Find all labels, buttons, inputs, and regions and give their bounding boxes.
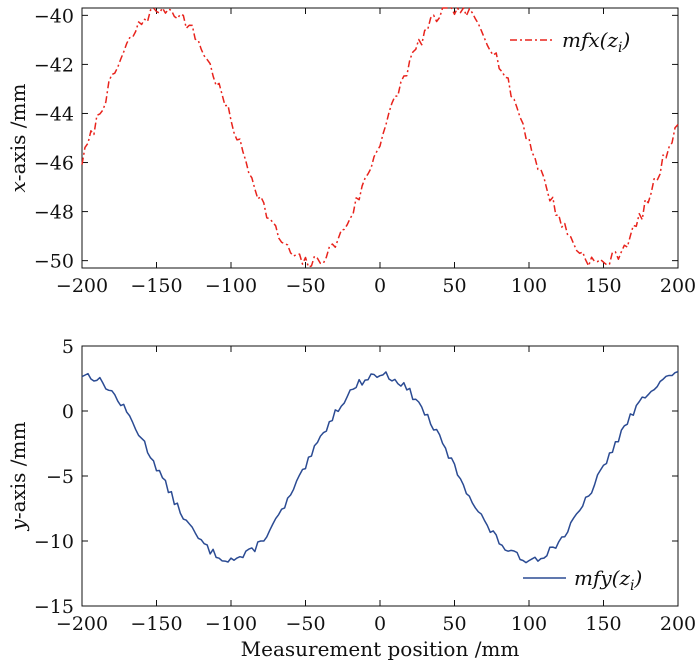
top-series-line <box>81 7 679 268</box>
bottom-y-tick-label: −10 <box>34 531 74 553</box>
bottom-x-tick-label: 0 <box>374 613 386 635</box>
top-x-tick-label: −50 <box>285 275 325 297</box>
bottom-series-line <box>81 370 679 564</box>
top-x-tick-label: −100 <box>205 275 257 297</box>
top-y-tick-label: −44 <box>34 103 74 125</box>
top-series-group <box>81 7 679 268</box>
top-x-tick-label: 150 <box>585 275 621 297</box>
bottom-series-group <box>81 370 679 564</box>
bottom-y-tick-label: −15 <box>34 596 74 618</box>
top-x-tick-label: 50 <box>442 275 466 297</box>
bottom-legend: mfy(zi) <box>523 566 642 594</box>
bottom-y-ticks: 5 0 −5 −10 −15 <box>34 336 678 618</box>
bottom-x-ticks: −200 −150 −100 −50 0 50 100 150 200 <box>56 346 696 635</box>
top-x-tick-label: −150 <box>130 275 182 297</box>
top-y-tick-label: −48 <box>34 202 74 224</box>
top-x-tick-label: −200 <box>56 275 108 297</box>
top-x-ticks: −200 −150 −100 −50 0 50 100 150 200 <box>56 8 696 297</box>
bottom-y-tick-label: −5 <box>46 466 74 488</box>
bottom-y-tick-label: 5 <box>62 336 74 358</box>
bottom-x-tick-label: −200 <box>56 613 108 635</box>
top-y-ticks: −40 −42 −44 −46 −48 −50 <box>34 5 678 273</box>
top-y-tick-label: −42 <box>34 54 74 76</box>
top-x-tick-label: 0 <box>374 275 386 297</box>
bottom-x-tick-label: −50 <box>285 613 325 635</box>
bottom-x-tick-label: 50 <box>442 613 466 635</box>
top-x-tick-label: 100 <box>511 275 547 297</box>
top-y-axis-label: x-axis /mm <box>6 84 30 193</box>
bottom-x-tick-label: 200 <box>660 613 696 635</box>
bottom-chart: −200 −150 −100 −50 0 50 100 150 200 50−5−10−15 y… <box>6 336 696 661</box>
top-y-tick-label: −50 <box>34 251 74 273</box>
top-legend-label: mfx(zi) <box>562 28 630 56</box>
top-chart: −200 −150 −100 −50 0 50 100 150 200 −40 −42 −44 −46… <box>6 5 696 297</box>
bottom-y-axis-label: y-axis /mm <box>6 421 30 531</box>
bottom-x-tick-label: 100 <box>511 613 547 635</box>
top-legend: mfx(zi) <box>510 28 630 56</box>
bottom-x-tick-label: −150 <box>130 613 182 635</box>
bottom-y-tick-label: 0 <box>62 401 74 423</box>
bottom-x-tick-label: 150 <box>585 613 621 635</box>
top-x-tick-label: 200 <box>660 275 696 297</box>
top-y-tick-label: −40 <box>34 5 74 27</box>
top-y-tick-label: −46 <box>34 153 74 175</box>
bottom-x-tick-label: −100 <box>205 613 257 635</box>
bottom-legend-label: mfy(zi) <box>574 566 642 594</box>
bottom-x-axis-label: Measurement position /mm <box>241 637 520 661</box>
